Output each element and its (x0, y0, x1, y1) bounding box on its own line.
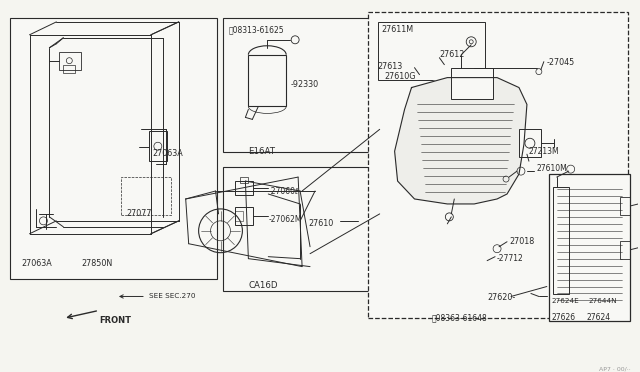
Text: E16AT: E16AT (248, 147, 275, 156)
Bar (451, 68, 493, 99)
Text: 27610M: 27610M (537, 164, 568, 173)
Bar (121, 177, 171, 215)
Bar (368, 12, 628, 318)
Text: AP7 · 00/··: AP7 · 00/·· (598, 366, 630, 371)
Text: FRONT: FRONT (99, 316, 131, 326)
Text: 27610: 27610 (308, 219, 333, 228)
Bar (378, 22, 485, 80)
Bar (620, 241, 630, 259)
Bar (241, 177, 248, 183)
Polygon shape (395, 78, 527, 204)
Text: 27213M: 27213M (529, 147, 559, 156)
Text: -27712: -27712 (497, 254, 524, 263)
Bar (519, 129, 541, 157)
Text: Ⓢ08363-61648: Ⓢ08363-61648 (431, 313, 487, 323)
Text: 27018: 27018 (509, 237, 534, 246)
Text: 27613: 27613 (378, 62, 403, 71)
Bar (236, 211, 243, 221)
Text: 27611M: 27611M (381, 25, 414, 34)
Bar (236, 207, 253, 225)
Bar (223, 18, 370, 152)
Bar (10, 18, 216, 279)
Bar (553, 187, 569, 295)
Text: 27624E: 27624E (552, 298, 580, 304)
Text: -27062M: -27062M (268, 215, 302, 224)
Bar (549, 174, 630, 321)
Text: 27644N: 27644N (589, 298, 617, 304)
Text: Ⓢ08313-61625: Ⓢ08313-61625 (228, 25, 284, 34)
Bar (223, 167, 370, 292)
Text: 27063A: 27063A (22, 259, 52, 268)
Text: SEE SEC.270: SEE SEC.270 (149, 294, 195, 299)
Bar (620, 197, 630, 215)
Text: 27063A: 27063A (153, 149, 184, 158)
Bar (60, 52, 81, 70)
Text: 27850N: 27850N (81, 259, 113, 268)
Text: 27610G: 27610G (385, 72, 416, 81)
Text: 27626: 27626 (552, 313, 576, 323)
Text: 27077: 27077 (126, 209, 152, 218)
Text: 27612: 27612 (440, 50, 465, 59)
Text: -27060ℓ: -27060ℓ (268, 187, 298, 196)
Text: CA16D: CA16D (248, 280, 278, 289)
Text: -27045: -27045 (547, 58, 575, 67)
Bar (236, 181, 253, 195)
Text: -92330: -92330 (290, 80, 318, 89)
Bar (248, 55, 286, 106)
Text: 27624: 27624 (587, 313, 611, 323)
Text: 27620-: 27620- (487, 294, 515, 302)
Bar (63, 65, 76, 73)
Bar (149, 131, 167, 161)
